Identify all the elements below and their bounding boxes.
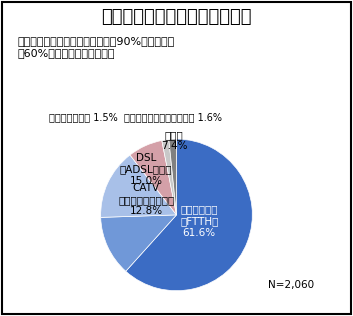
Wedge shape bbox=[162, 139, 176, 215]
Wedge shape bbox=[130, 141, 176, 215]
Text: N=2,060: N=2,060 bbox=[268, 280, 315, 290]
Wedge shape bbox=[169, 139, 176, 215]
Wedge shape bbox=[101, 215, 176, 271]
Wedge shape bbox=[101, 155, 176, 217]
Text: DSL
（ADSLなど）
15.0%: DSL （ADSLなど） 15.0% bbox=[120, 153, 172, 186]
Text: 光ファイバー
（FTTH）
61.6%: 光ファイバー （FTTH） 61.6% bbox=[180, 204, 219, 238]
Text: その他
7.4%: その他 7.4% bbox=[161, 130, 187, 151]
Wedge shape bbox=[126, 139, 252, 291]
Text: CATV
（ケーブルテレビ）
12.8%: CATV （ケーブルテレビ） 12.8% bbox=[118, 183, 174, 216]
Text: 家庭へのインターネット普及率は90%を超える。
約60%が光ファイバー経由。: 家庭へのインターネット普及率は90%を超える。 約60%が光ファイバー経由。 bbox=[18, 36, 175, 58]
Text: よくわからない 1.5%  インターネット環境はない 1.6%: よくわからない 1.5% インターネット環境はない 1.6% bbox=[49, 112, 222, 122]
Text: 自宅のインターネット接続環境: 自宅のインターネット接続環境 bbox=[101, 8, 252, 26]
